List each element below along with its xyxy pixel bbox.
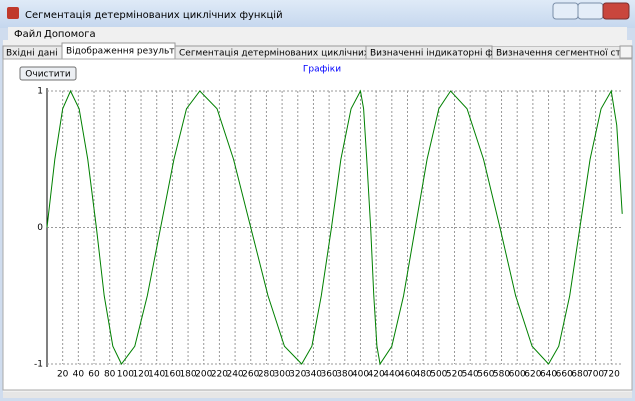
tab-label[interactable]: Вхідні дані — [6, 49, 58, 59]
app-icon — [7, 7, 19, 19]
x-tick-label: 80 — [104, 370, 116, 380]
maximize-button[interactable] — [578, 3, 603, 19]
x-tick-label: 40 — [73, 370, 85, 380]
y-tick-label: -1 — [34, 360, 43, 370]
tab-label[interactable]: Визначення сегментної структу — [496, 49, 635, 59]
app-window: Сегментація детермінованих циклічних фун… — [0, 0, 635, 401]
menu-item[interactable]: Допомога — [44, 29, 96, 40]
minimize-button[interactable] — [553, 3, 578, 19]
x-tick-label: 720 — [603, 370, 620, 380]
button-label[interactable]: Очистити — [25, 70, 71, 80]
menu-item[interactable]: Файл — [14, 29, 42, 40]
status-bar — [3, 392, 632, 398]
close-button[interactable] — [603, 3, 629, 19]
x-tick-label: 20 — [57, 370, 69, 380]
y-tick-label: 0 — [37, 223, 43, 233]
menu-bar — [8, 27, 627, 40]
x-tick-label: 60 — [88, 370, 100, 380]
y-tick-label: 1 — [37, 87, 43, 97]
tab-clip: Визначення сегментної структу — [492, 46, 635, 59]
tab-page — [3, 59, 632, 390]
window-title: Сегментація детермінованих циклічних фун… — [25, 9, 283, 21]
tab-label[interactable]: Відображення результатів — [66, 47, 193, 57]
tab-scroll[interactable] — [620, 46, 632, 58]
chart-title: Графіки — [303, 65, 341, 75]
